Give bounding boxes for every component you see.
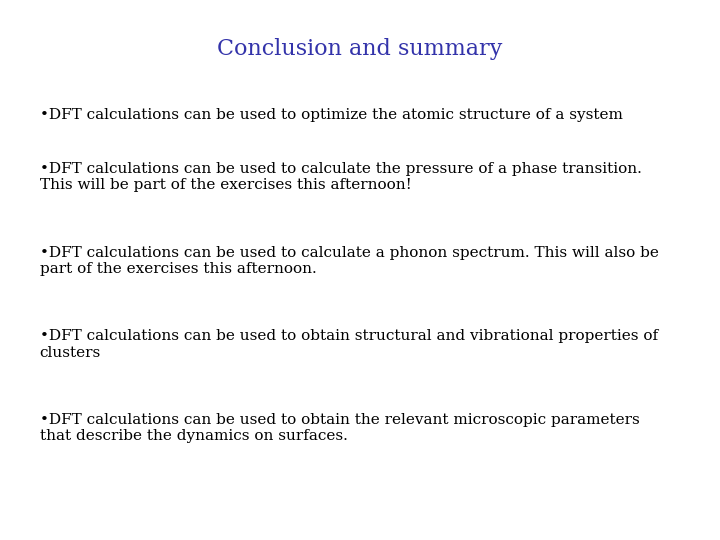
Text: •DFT calculations can be used to calculate a phonon spectrum. This will also be
: •DFT calculations can be used to calcula… [40, 246, 659, 276]
Text: •DFT calculations can be used to obtain the relevant microscopic parameters
that: •DFT calculations can be used to obtain … [40, 413, 639, 443]
Text: •DFT calculations can be used to obtain structural and vibrational properties of: •DFT calculations can be used to obtain … [40, 329, 658, 360]
Text: •DFT calculations can be used to calculate the pressure of a phase transition.
T: •DFT calculations can be used to calcula… [40, 162, 642, 192]
Text: Conclusion and summary: Conclusion and summary [217, 38, 503, 60]
Text: •DFT calculations can be used to optimize the atomic structure of a system: •DFT calculations can be used to optimiz… [40, 108, 623, 122]
